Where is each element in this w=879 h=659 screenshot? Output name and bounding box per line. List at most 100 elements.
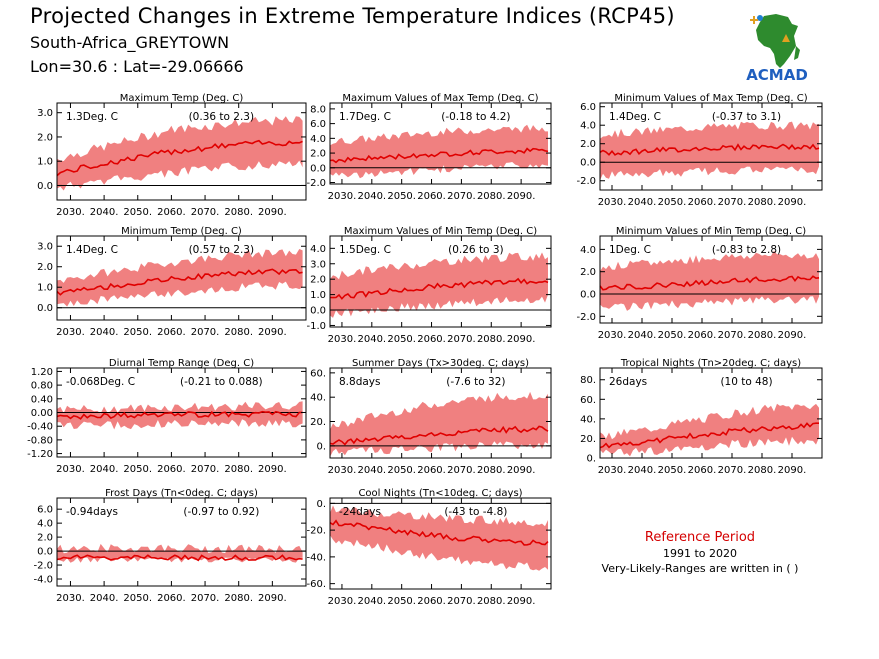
mean-change-label: 1.4Deg. C xyxy=(66,244,118,256)
y-tick-label: 60. xyxy=(580,395,596,406)
x-tick-label: 2050. xyxy=(387,596,416,607)
x-tick-label: 2050. xyxy=(658,197,687,208)
y-tick-label: 4.0 xyxy=(580,121,596,132)
africa-map-icon xyxy=(750,14,800,68)
x-tick-label: 2060. xyxy=(417,334,446,345)
x-tick-label: 2070. xyxy=(718,197,747,208)
coordinates: Lon=30.6 : Lat=-29.06666 xyxy=(30,57,244,76)
y-tick-label: 0. xyxy=(316,441,326,452)
x-tick-label: 2030. xyxy=(328,465,357,476)
x-tick-label: 2050. xyxy=(387,334,416,345)
y-tick-label: 4.0 xyxy=(37,519,53,530)
y-tick-label: 3.0 xyxy=(37,242,53,253)
y-tick-label: -0.40 xyxy=(27,422,53,433)
range-label: (0.57 to 2.3) xyxy=(189,244,255,256)
plot-frame xyxy=(329,367,552,459)
y-tick-label: -2.0 xyxy=(306,178,326,189)
chart-title: Maximum Values of Max Temp (Deg. C) xyxy=(342,93,538,104)
chart-title: Minimum Temp (Deg. C) xyxy=(121,226,242,237)
y-tick-label: 1.0 xyxy=(37,157,53,168)
page-title: Projected Changes in Extreme Temperature… xyxy=(30,4,675,28)
y-tick-label: -2.0 xyxy=(33,561,53,572)
chart-title: Frost Days (Tn<0deg. C; days) xyxy=(105,488,258,499)
mean-line xyxy=(329,519,549,546)
y-tick-label: 6.0 xyxy=(580,102,596,113)
x-tick-label: 2060. xyxy=(688,330,717,341)
x-tick-label: 2080. xyxy=(748,330,777,341)
x-tick-label: 2080. xyxy=(477,465,506,476)
y-tick-label: 1.20 xyxy=(31,367,53,378)
x-tick-label: 2050. xyxy=(123,593,152,604)
x-tick-label: 2080. xyxy=(477,191,506,202)
x-tick-label: 2030. xyxy=(598,465,627,476)
mean-change-label: 1.4Deg. C xyxy=(609,111,661,123)
x-tick-label: 2040. xyxy=(357,465,386,476)
mean-change-label: 8.8days xyxy=(339,376,380,388)
mean-line xyxy=(329,425,549,446)
mean-change-label: 1Deg. C xyxy=(609,244,651,256)
range-label: (0.26 to 3) xyxy=(448,244,503,256)
y-tick-label: 0.00 xyxy=(31,408,53,419)
range-band xyxy=(330,124,548,179)
plot-frame xyxy=(329,497,552,590)
y-tick-label: 0. xyxy=(586,454,596,465)
chart-panel: -4.0 -2.0 0.0 2.0 4.0 6.0 2030. 2040. 2050. 2060.… xyxy=(33,488,307,604)
range-band xyxy=(330,391,548,457)
y-tick-label: 1.0 xyxy=(310,290,326,301)
y-tick-label: -2.0 xyxy=(576,312,596,323)
chart-panel: 0.0 1.0 2.0 3.0 2030. 2040. 2050. 2060. 2070. 208… xyxy=(37,226,307,338)
chart-panel: 0. 20. 40. 60. 2030. 2040. 2050. 2060. 2070. 2080… xyxy=(310,358,552,476)
mean-change-label: -0.068Deg. C xyxy=(66,376,135,388)
x-tick-label: 2070. xyxy=(447,191,476,202)
range-label: (-43 to -4.8) xyxy=(444,506,507,518)
y-tick-label: 0.0 xyxy=(310,163,326,174)
y-tick-label: 0.80 xyxy=(31,381,53,392)
x-tick-label: 2030. xyxy=(328,596,357,607)
x-tick-label: 2060. xyxy=(157,207,186,218)
x-tick-label: 2090. xyxy=(778,465,807,476)
mean-change-label: -24days xyxy=(339,506,381,518)
x-tick-label: 2030. xyxy=(598,330,627,341)
y-tick-label: -1.20 xyxy=(27,449,53,460)
y-tick-label: 2.0 xyxy=(580,139,596,150)
plot-frame xyxy=(599,102,823,191)
mean-change-label: -0.94days xyxy=(66,506,118,518)
x-tick-label: 2070. xyxy=(718,330,747,341)
plot-frame xyxy=(56,235,307,321)
range-band xyxy=(600,121,819,181)
x-tick-label: 2080. xyxy=(477,596,506,607)
plot-frame xyxy=(599,367,823,459)
y-tick-label: 2.0 xyxy=(37,533,53,544)
y-tick-label: 2.0 xyxy=(580,267,596,278)
chart-panel: 0.20.40.60.80.2030. 2040. 2050. 2060. 2070. 2… xyxy=(580,358,823,476)
acmad-logo: ACMAD xyxy=(746,14,808,84)
chart-title: Summer Days (Tx>30deg. C; days) xyxy=(352,358,529,369)
x-tick-label: 2060. xyxy=(688,465,717,476)
reference-period: 1991 to 2020 xyxy=(662,547,738,560)
x-tick-label: 2080. xyxy=(748,197,777,208)
x-tick-label: 2080. xyxy=(224,464,253,475)
plot-frame xyxy=(56,497,307,587)
x-tick-label: 2090. xyxy=(258,464,287,475)
chart-title: Maximum Temp (Deg. C) xyxy=(120,93,244,104)
mean-change-label: 1.7Deg. C xyxy=(339,111,391,123)
reference-box: Reference Period 1991 to 2020 Very-Likel… xyxy=(580,530,820,575)
mean-line xyxy=(599,143,820,156)
x-tick-label: 2050. xyxy=(123,464,152,475)
chart-title: Minimum Values of Min Temp (Deg. C) xyxy=(616,226,806,237)
y-tick-label: -1.0 xyxy=(306,321,326,332)
x-tick-label: 2070. xyxy=(718,465,747,476)
mean-change-label: 1.3Deg. C xyxy=(66,111,118,123)
x-tick-label: 2030. xyxy=(56,207,85,218)
mean-line xyxy=(56,268,303,296)
x-tick-label: 2040. xyxy=(90,593,119,604)
x-tick-label: 2070. xyxy=(191,207,220,218)
y-tick-label: 2.0 xyxy=(37,132,53,143)
plot-frame xyxy=(56,102,307,201)
x-tick-label: 2050. xyxy=(387,465,416,476)
y-tick-label: 40. xyxy=(310,393,326,404)
y-tick-label: 2.0 xyxy=(310,149,326,160)
range-band xyxy=(57,543,303,563)
range-label: (-0.18 to 4.2) xyxy=(441,111,510,123)
